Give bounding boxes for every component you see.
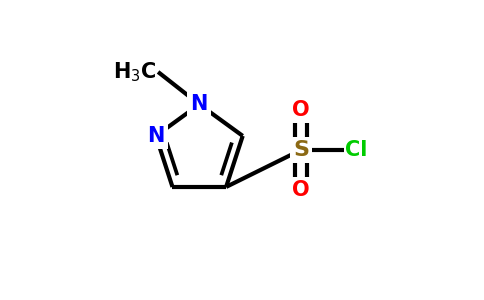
Text: N: N [191, 94, 208, 114]
Text: S: S [293, 140, 309, 160]
Text: O: O [292, 180, 310, 200]
Text: Cl: Cl [345, 140, 367, 160]
Text: H$_3$C: H$_3$C [113, 60, 157, 84]
Text: N: N [147, 126, 165, 146]
Text: O: O [292, 100, 310, 120]
